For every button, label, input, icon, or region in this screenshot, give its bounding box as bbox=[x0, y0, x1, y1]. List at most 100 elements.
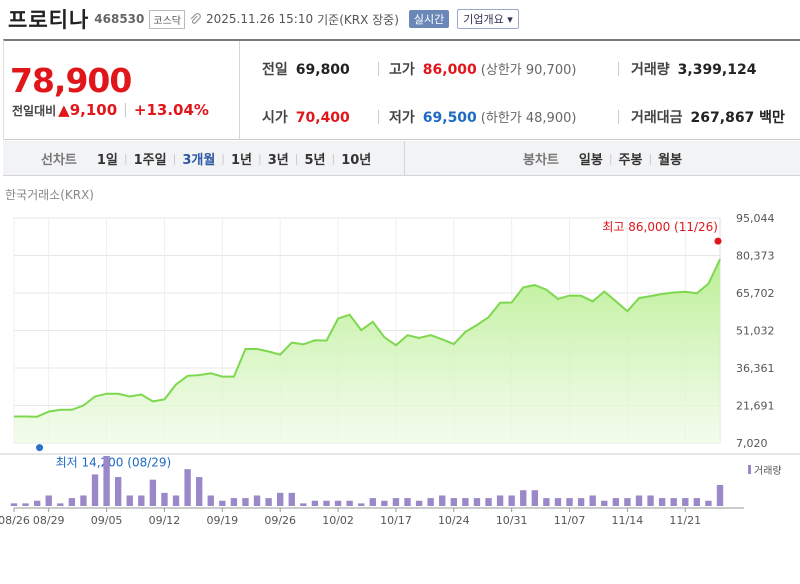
volume-bar bbox=[10, 503, 18, 506]
volume-bar bbox=[138, 495, 145, 506]
market-badge: 코스닥 bbox=[149, 9, 185, 29]
volume: 거래량 3,399,124 bbox=[631, 59, 756, 79]
tab-weekly[interactable]: 주봉 bbox=[618, 153, 643, 168]
divider: | bbox=[123, 102, 128, 118]
price-line bbox=[14, 258, 721, 418]
divider: | bbox=[648, 152, 653, 165]
volume-bar bbox=[520, 490, 527, 506]
volume-bar bbox=[346, 500, 353, 506]
volume-bar bbox=[635, 495, 643, 506]
volume-bar bbox=[693, 498, 701, 506]
volume-bar bbox=[473, 498, 481, 506]
up-arrow-icon: ▲ bbox=[58, 101, 70, 119]
volume-bar bbox=[647, 495, 654, 506]
tab-1w[interactable]: 1주일 bbox=[133, 153, 167, 168]
volume-bar bbox=[566, 498, 573, 506]
volume-bar bbox=[114, 477, 122, 506]
volume-bar bbox=[334, 500, 342, 506]
clip-icon[interactable] bbox=[189, 12, 202, 26]
divider bbox=[618, 62, 619, 76]
divider: | bbox=[331, 152, 336, 165]
high-label: 고가 bbox=[389, 62, 415, 78]
price-chart[interactable]: 95,044 80,373 65,702 51,032 36,361 21,691 7,02… bbox=[0, 180, 800, 584]
tab-1y[interactable]: 1년 bbox=[231, 153, 253, 168]
low-value: 69,500 bbox=[422, 110, 477, 126]
tab-daily[interactable]: 일봉 bbox=[578, 153, 603, 168]
divider bbox=[618, 110, 619, 124]
tab-10y[interactable]: 10년 bbox=[341, 153, 372, 168]
volume-bar bbox=[323, 500, 330, 506]
x-tick-label: 09/05 bbox=[91, 514, 123, 527]
x-tick-label: 09/19 bbox=[206, 514, 238, 527]
volume-bar bbox=[682, 498, 689, 506]
volume-bar bbox=[172, 495, 180, 506]
y-tick-label: 7,020 bbox=[736, 437, 768, 450]
change-value: 9,100 bbox=[69, 101, 118, 119]
high-point-marker bbox=[714, 237, 722, 245]
divider: | bbox=[123, 152, 128, 165]
quote-datetime: 2025.11.26 15:10 bbox=[206, 12, 314, 26]
volume-bar bbox=[577, 498, 585, 506]
candle-chart-tabs: 봉차트 일봉 | 주봉 | 월봉 bbox=[523, 141, 688, 176]
x-tick-label: 10/24 bbox=[438, 514, 470, 527]
tab-3y[interactable]: 3년 bbox=[267, 153, 289, 168]
volume-bar bbox=[22, 503, 29, 506]
day-low: 저가 69,500 (하한가 48,900) bbox=[389, 107, 576, 127]
volume-bar bbox=[149, 479, 157, 506]
exchange-label: 한국거래소(KRX) bbox=[5, 188, 94, 202]
volume-bar bbox=[601, 500, 608, 506]
open-value: 70,400 bbox=[295, 110, 350, 126]
price-area bbox=[14, 259, 720, 443]
volume-bar bbox=[207, 495, 214, 506]
volume-bar bbox=[612, 498, 620, 506]
prev-close: 전일 69,800 bbox=[262, 59, 350, 79]
open-label: 시가 bbox=[262, 110, 288, 126]
volume-bar bbox=[219, 500, 226, 506]
low-point-marker bbox=[36, 444, 44, 452]
volume-bar bbox=[531, 490, 539, 506]
quote-summary: 78,900 전일대비 ▲ 9,100 | +13.04% 전일 69,800 고… bbox=[3, 39, 800, 140]
tab-monthly[interactable]: 월봉 bbox=[658, 153, 683, 168]
volume-bar bbox=[716, 484, 724, 506]
price-change: 전일대비 ▲ 9,100 | +13.04% bbox=[12, 101, 209, 119]
volume-bar bbox=[450, 498, 457, 506]
lower-limit: (하한가 48,900) bbox=[480, 111, 577, 126]
volume-bar bbox=[624, 498, 631, 506]
x-tick-label: 10/17 bbox=[380, 514, 412, 527]
x-tick-label: 11/21 bbox=[669, 514, 701, 527]
tab-5y[interactable]: 5년 bbox=[304, 153, 326, 168]
chart-tabs: 선차트 1일 | 1주일 | 3개월 | 1년 | 3년 | 5년 | 10년 봉차트 일봉… bbox=[3, 141, 800, 176]
volume-bar bbox=[543, 498, 550, 506]
volume-bar bbox=[195, 477, 203, 506]
amount-value: 267,867 백만 bbox=[690, 110, 785, 126]
tab-3m[interactable]: 3개월 bbox=[182, 153, 216, 168]
stock-header: 프로티나 468530 코스닥 2025.11.26 15:10 기준(KRX … bbox=[0, 0, 800, 38]
change-label: 전일대비 bbox=[12, 103, 57, 118]
company-info-dropdown[interactable]: 기업개요 ▾ bbox=[457, 9, 519, 29]
y-tick-label: 51,032 bbox=[736, 325, 775, 338]
change-percent: +13.04% bbox=[133, 101, 209, 119]
line-chart-tabs: 선차트 1일 | 1주일 | 3개월 | 1년 | 3년 | 5년 | 10년 bbox=[41, 141, 377, 176]
x-tick-label: 10/02 bbox=[322, 514, 354, 527]
low-label: 저가 bbox=[389, 110, 415, 126]
volume-bar bbox=[392, 498, 400, 506]
volume-bar bbox=[485, 498, 492, 506]
volume-bar bbox=[230, 498, 238, 506]
divider bbox=[378, 110, 379, 124]
x-tick-label: 08/26 bbox=[0, 514, 30, 527]
high-value: 86,000 bbox=[422, 62, 477, 78]
volume-bar bbox=[415, 500, 423, 506]
volume-bar bbox=[80, 495, 87, 506]
volume-bar bbox=[277, 492, 284, 506]
y-tick-label: 21,691 bbox=[736, 399, 775, 412]
divider bbox=[404, 141, 405, 176]
volume-bar bbox=[242, 498, 249, 506]
volume-bar bbox=[554, 498, 562, 506]
x-tick-label: 08/29 bbox=[33, 514, 65, 527]
upper-limit: (상한가 90,700) bbox=[480, 63, 577, 78]
tab-1d[interactable]: 1일 bbox=[96, 153, 118, 168]
realtime-button[interactable]: 실시간 bbox=[408, 10, 450, 28]
x-tick-label: 10/31 bbox=[496, 514, 528, 527]
amount-label: 거래대금 bbox=[631, 110, 683, 126]
divider: | bbox=[221, 152, 225, 165]
